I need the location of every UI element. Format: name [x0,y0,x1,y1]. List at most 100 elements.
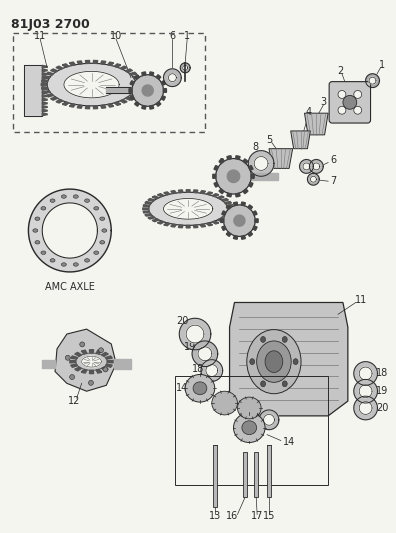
Polygon shape [93,106,98,109]
Polygon shape [43,76,50,78]
Circle shape [88,381,93,385]
Polygon shape [120,100,127,103]
Ellipse shape [185,375,215,402]
Polygon shape [221,199,228,201]
Polygon shape [164,198,213,219]
Polygon shape [42,203,97,258]
Polygon shape [183,66,188,70]
Polygon shape [130,80,134,85]
Polygon shape [126,97,132,100]
Polygon shape [201,360,223,382]
Polygon shape [219,189,224,193]
Ellipse shape [102,229,107,232]
Polygon shape [233,202,238,206]
Polygon shape [145,201,152,204]
Polygon shape [101,367,108,371]
Polygon shape [228,208,234,209]
Polygon shape [55,329,116,391]
Polygon shape [42,98,47,101]
Polygon shape [307,173,319,185]
Polygon shape [186,325,204,343]
Polygon shape [62,64,69,67]
Polygon shape [206,192,213,195]
Polygon shape [291,131,310,149]
Polygon shape [359,385,372,398]
Polygon shape [354,396,377,420]
Polygon shape [222,226,226,230]
Polygon shape [136,84,142,86]
Polygon shape [42,95,47,98]
Polygon shape [354,362,377,385]
Polygon shape [158,221,164,224]
Polygon shape [248,151,274,176]
Polygon shape [251,174,254,179]
Polygon shape [135,79,141,82]
Polygon shape [42,80,47,83]
Polygon shape [161,96,165,100]
Polygon shape [213,174,216,179]
Polygon shape [42,72,47,75]
Ellipse shape [50,199,55,203]
Text: 6: 6 [169,31,175,41]
Polygon shape [81,350,87,354]
Ellipse shape [61,195,66,198]
Ellipse shape [50,259,55,262]
Ellipse shape [94,251,99,254]
Ellipse shape [41,251,46,254]
Ellipse shape [85,199,89,203]
Text: 6: 6 [330,155,336,165]
Polygon shape [227,170,240,182]
Text: 7: 7 [330,176,336,186]
Text: 3: 3 [320,98,326,107]
Ellipse shape [282,336,287,342]
Polygon shape [135,102,139,106]
Polygon shape [234,215,245,226]
Ellipse shape [100,240,105,244]
Text: 19: 19 [376,386,388,396]
Polygon shape [310,176,316,182]
Circle shape [99,348,103,353]
Polygon shape [226,205,231,209]
Polygon shape [42,69,47,72]
Text: 13: 13 [209,512,221,521]
Polygon shape [178,225,183,228]
Polygon shape [253,211,257,215]
Polygon shape [193,225,198,228]
Text: AMC AXLE: AMC AXLE [45,282,95,292]
Text: 14: 14 [176,383,188,393]
Circle shape [354,106,362,114]
Polygon shape [89,350,93,353]
Polygon shape [114,64,121,67]
Polygon shape [126,69,132,72]
Polygon shape [132,75,164,106]
Polygon shape [217,196,224,199]
Polygon shape [51,69,58,72]
Polygon shape [227,193,231,197]
Ellipse shape [265,351,283,373]
Polygon shape [101,105,106,108]
Polygon shape [200,191,206,193]
Polygon shape [142,72,146,76]
Polygon shape [254,453,258,497]
Polygon shape [179,318,211,350]
Polygon shape [69,62,75,66]
Polygon shape [249,165,253,170]
Polygon shape [62,102,69,106]
Polygon shape [200,224,206,227]
Polygon shape [254,157,268,171]
Polygon shape [148,216,155,219]
Text: 8: 8 [252,142,258,152]
Polygon shape [75,367,82,371]
Polygon shape [180,63,190,73]
Text: 20: 20 [376,403,388,413]
Polygon shape [313,163,320,170]
Polygon shape [221,219,224,223]
Polygon shape [101,352,108,356]
Polygon shape [133,76,140,78]
Polygon shape [150,106,154,109]
Polygon shape [42,113,47,116]
Ellipse shape [261,381,266,387]
Polygon shape [129,88,132,92]
Polygon shape [212,221,219,224]
Polygon shape [46,94,53,97]
